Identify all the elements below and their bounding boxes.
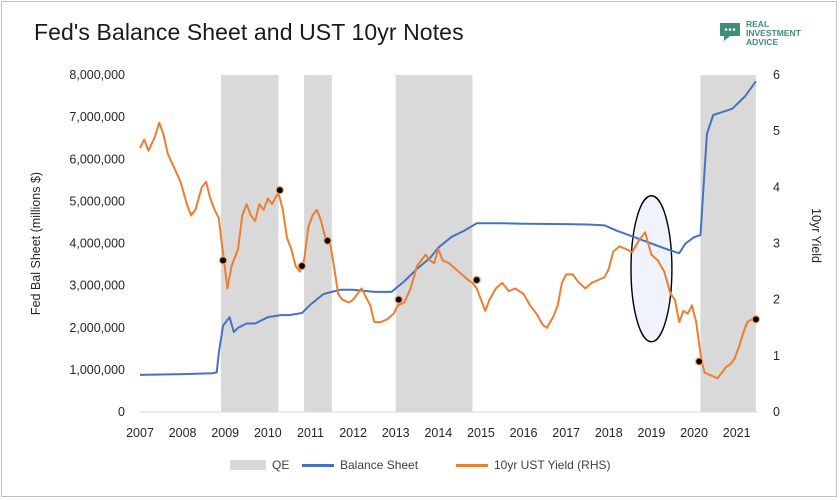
- y2-tick-label: 3: [773, 237, 780, 251]
- legend-swatch-qe: [230, 460, 266, 470]
- yield-marker: [275, 185, 284, 195]
- logo-line-3: ADVICE: [746, 37, 779, 47]
- y-tick-label: 4,000,000: [69, 237, 125, 251]
- yield-marker: [694, 357, 704, 366]
- x-tick-label: 2013: [382, 426, 410, 440]
- qe-band-1: [220, 75, 279, 412]
- y2-axis-title: 10yr Yield: [809, 208, 823, 263]
- chart-title: Fed's Balance Sheet and UST 10yr Notes: [34, 19, 464, 45]
- x-tick-label: 2017: [552, 426, 580, 440]
- y-tick-label: 5,000,000: [69, 194, 125, 208]
- y-tick-label: 8,000,000: [69, 68, 125, 82]
- x-tick-label: 2019: [638, 426, 666, 440]
- logo-line-2: INVESTMENT: [746, 28, 801, 38]
- x-tick-label: 2012: [339, 426, 367, 440]
- highlight-ellipse: [630, 195, 673, 343]
- logo-text: REAL INVESTMENT ADVICE: [746, 20, 801, 47]
- speech-bubble-icon: [720, 23, 740, 41]
- y-axis-title: Fed Bal Sheet (millions $): [29, 172, 43, 315]
- x-tick-label: 2008: [169, 426, 197, 440]
- qe-shading-group: [220, 75, 756, 412]
- legend-item-yield: 10yr UST Yield (RHS): [456, 458, 610, 472]
- legend-label-balance-sheet: Balance Sheet: [340, 458, 419, 472]
- y2-tick-label: 6: [773, 68, 780, 82]
- qe-band-4: [700, 75, 756, 412]
- yield-marker: [218, 256, 228, 265]
- logo-line-1: REAL: [746, 19, 770, 29]
- y-tick-label: 0: [118, 405, 125, 419]
- x-tick-label: 2021: [723, 426, 751, 440]
- y-tick-label: 3,000,000: [69, 279, 125, 293]
- tick-labels-group: 0 1,000,000 2,000,000 3,000,000 4,000,000 5,0…: [69, 68, 780, 440]
- legend-item-qe: QE: [230, 458, 289, 472]
- balance-sheet-series-line: [139, 80, 757, 376]
- yield-marker: [751, 315, 761, 324]
- x-tick-label: 2018: [595, 426, 623, 440]
- x-tick-label: 2007: [126, 426, 154, 440]
- logo: REAL INVESTMENT ADVICE: [718, 18, 828, 52]
- legend-label-yield: 10yr UST Yield (RHS): [494, 458, 611, 472]
- y2-tick-label: 1: [773, 349, 780, 363]
- y-tick-label: 1,000,000: [69, 363, 125, 377]
- yield-marker: [323, 236, 332, 245]
- legend-label-qe: QE: [272, 458, 290, 472]
- y-tick-label: 7,000,000: [69, 110, 125, 124]
- qe-band-3: [395, 75, 473, 412]
- series-group: [139, 80, 757, 380]
- yield-marker: [394, 295, 403, 304]
- y2-tick-label: 2: [773, 293, 780, 307]
- x-tick-label: 2014: [424, 426, 452, 440]
- legend: QE Balance Sheet 10yr UST Yield (RHS): [0, 458, 840, 478]
- x-tick-label: 2016: [510, 426, 538, 440]
- highlight-ellipse-group: [630, 195, 673, 343]
- x-tick-label: 2011: [297, 426, 324, 440]
- legend-swatch-balance-sheet: [302, 463, 334, 467]
- markers-group: [218, 185, 761, 366]
- y2-tick-label: 0: [773, 405, 780, 419]
- y2-tick-label: 5: [773, 124, 780, 138]
- legend-item-balance-sheet: Balance Sheet: [302, 458, 418, 472]
- y-tick-label: 2,000,000: [69, 321, 125, 335]
- yield-marker: [297, 261, 307, 271]
- yield-series-line: [139, 121, 757, 380]
- yield-marker: [472, 275, 481, 285]
- x-tick-label: 2020: [680, 426, 708, 440]
- x-tick-label: 2015: [467, 426, 495, 440]
- y2-tick-label: 4: [773, 180, 780, 194]
- legend-swatch-yield: [456, 463, 488, 467]
- y-tick-label: 6,000,000: [69, 152, 125, 166]
- x-tick-label: 2010: [254, 426, 282, 440]
- x-tick-label: 2009: [211, 426, 239, 440]
